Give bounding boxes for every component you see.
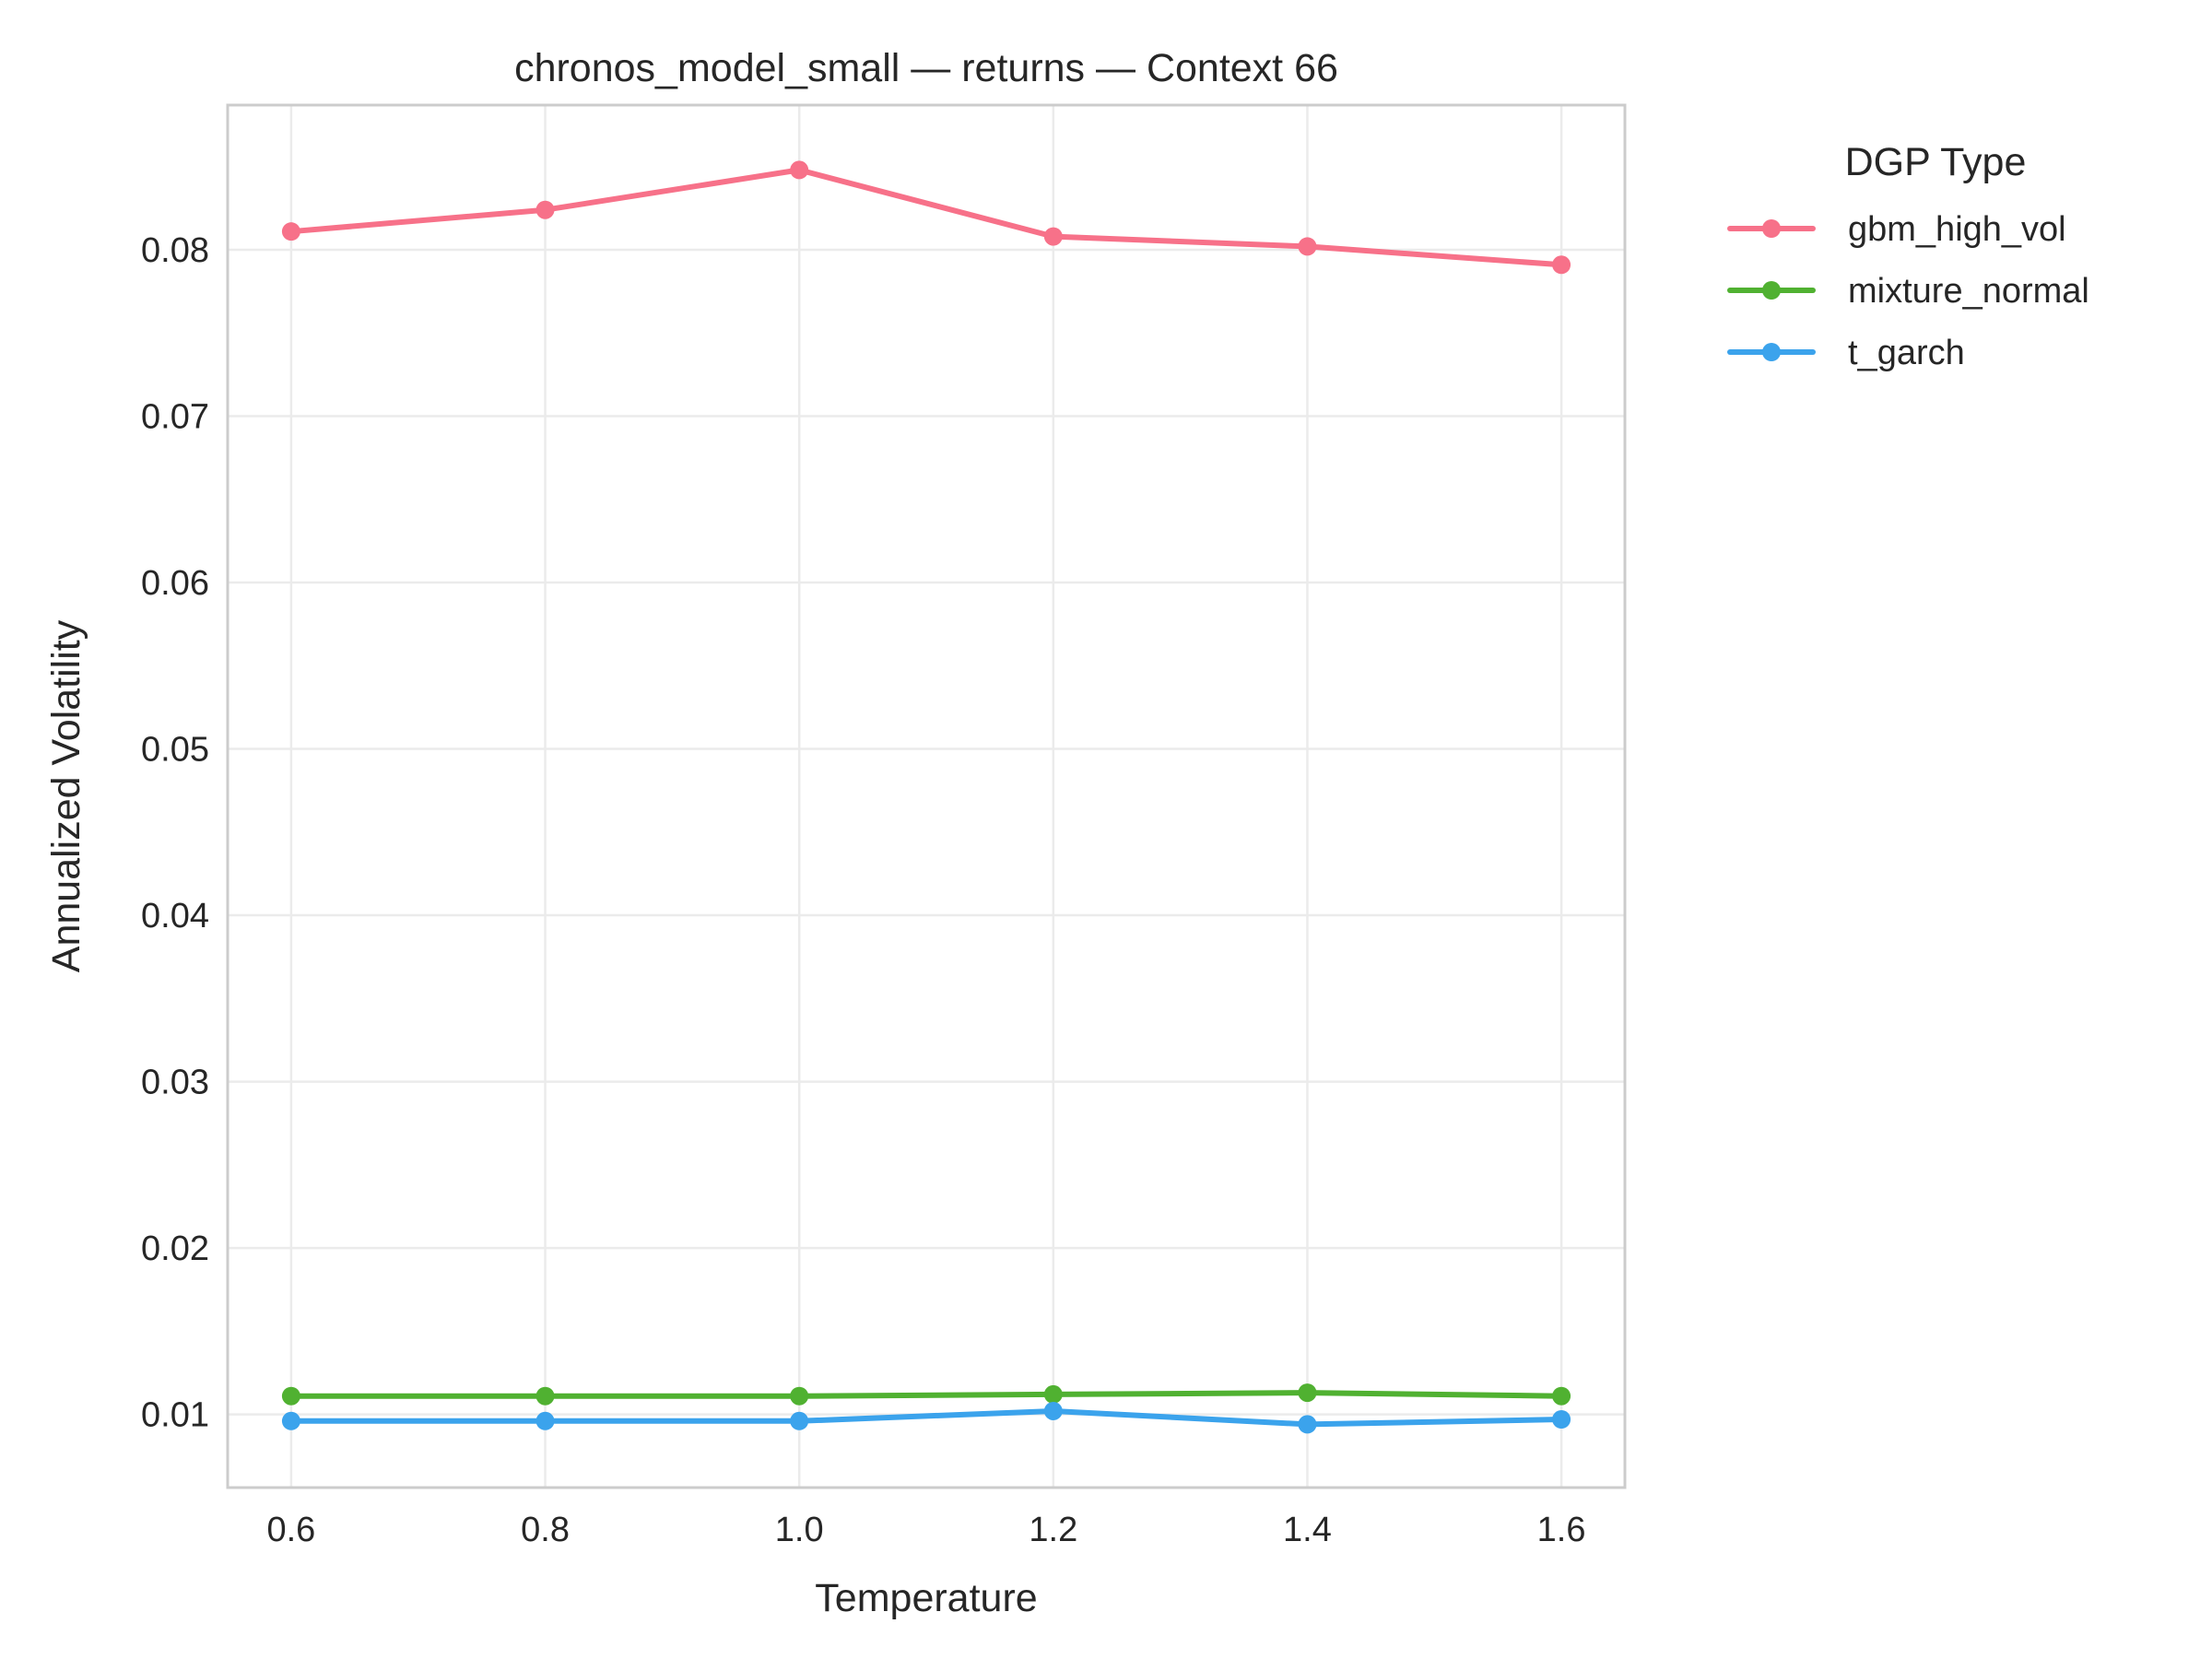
data-point xyxy=(790,160,809,180)
y-tick-label: 0.02 xyxy=(141,1230,209,1268)
legend-marker xyxy=(1762,219,1781,238)
y-tick-label: 0.01 xyxy=(141,1396,209,1435)
x-axis-label: Temperature xyxy=(815,1576,1037,1620)
x-tick-label: 1.0 xyxy=(775,1511,824,1549)
legend-label: gbm_high_vol xyxy=(1848,210,2066,249)
grid xyxy=(228,105,1625,1488)
chart-title: chronos_model_small — returns — Context … xyxy=(514,46,1338,90)
x-tick-label: 1.4 xyxy=(1283,1511,1332,1549)
x-tick-label: 0.6 xyxy=(266,1511,315,1549)
x-tick-label: 1.2 xyxy=(1029,1511,1077,1549)
plot-area-frame xyxy=(226,103,1627,1489)
y-tick-label: 0.07 xyxy=(141,398,209,437)
data-point xyxy=(535,200,555,219)
legend-label: t_garch xyxy=(1848,334,1965,372)
y-axis-label: Annualized Volatility xyxy=(44,619,88,972)
legend-label: mixture_normal xyxy=(1848,272,2089,311)
legend-item-t-garch: t_garch xyxy=(1727,334,1965,372)
legend-item-gbm-high-vol: gbm_high_vol xyxy=(1727,210,2066,249)
y-tick-label: 0.05 xyxy=(141,731,209,770)
series-line xyxy=(288,1407,1565,1428)
legend-item-mixture-normal: mixture_normal xyxy=(1727,272,2089,311)
legend-marker xyxy=(1762,281,1781,300)
series-t-garch xyxy=(281,1401,1571,1434)
data-point xyxy=(1298,1415,1317,1434)
data-point xyxy=(790,1386,809,1406)
data-point xyxy=(1552,255,1571,275)
y-tick-label: 0.04 xyxy=(141,897,209,935)
series-mixture-normal xyxy=(281,1383,1571,1406)
legend-marker xyxy=(1762,343,1781,361)
data-point xyxy=(790,1411,809,1430)
series-gbm-high-vol xyxy=(281,160,1571,275)
data-point xyxy=(281,1411,300,1430)
y-tick-label: 0.06 xyxy=(141,564,209,603)
data-point xyxy=(1552,1409,1571,1429)
data-point xyxy=(1043,1384,1063,1404)
data-point xyxy=(1298,237,1317,256)
y-tick-label: 0.03 xyxy=(141,1064,209,1102)
series-layer xyxy=(281,160,1571,1434)
x-tick-label: 0.8 xyxy=(521,1511,570,1549)
data-point xyxy=(1043,1401,1063,1420)
series-line xyxy=(288,167,1565,268)
series-line xyxy=(288,1390,1565,1399)
y-tick-label: 0.08 xyxy=(141,231,209,270)
data-point xyxy=(1043,227,1063,246)
x-tick-label: 1.6 xyxy=(1537,1511,1586,1549)
data-point xyxy=(1552,1386,1571,1406)
legend-items: gbm_high_vol mixture_normal t_garch xyxy=(1727,210,2089,372)
data-point xyxy=(1298,1383,1317,1403)
data-point xyxy=(281,222,300,241)
data-point xyxy=(535,1386,555,1406)
legend-title: DGP Type xyxy=(1845,140,2027,184)
tick-labels: 0.6 0.8 1.0 1.2 1.4 1.6 0.01 0.02 0.03 0.04 0.05 0.… xyxy=(141,231,1585,1549)
legend: DGP Type gbm_high_vol mixture_normal t_gar… xyxy=(1727,140,2089,372)
data-point xyxy=(281,1386,300,1406)
data-point xyxy=(535,1411,555,1430)
